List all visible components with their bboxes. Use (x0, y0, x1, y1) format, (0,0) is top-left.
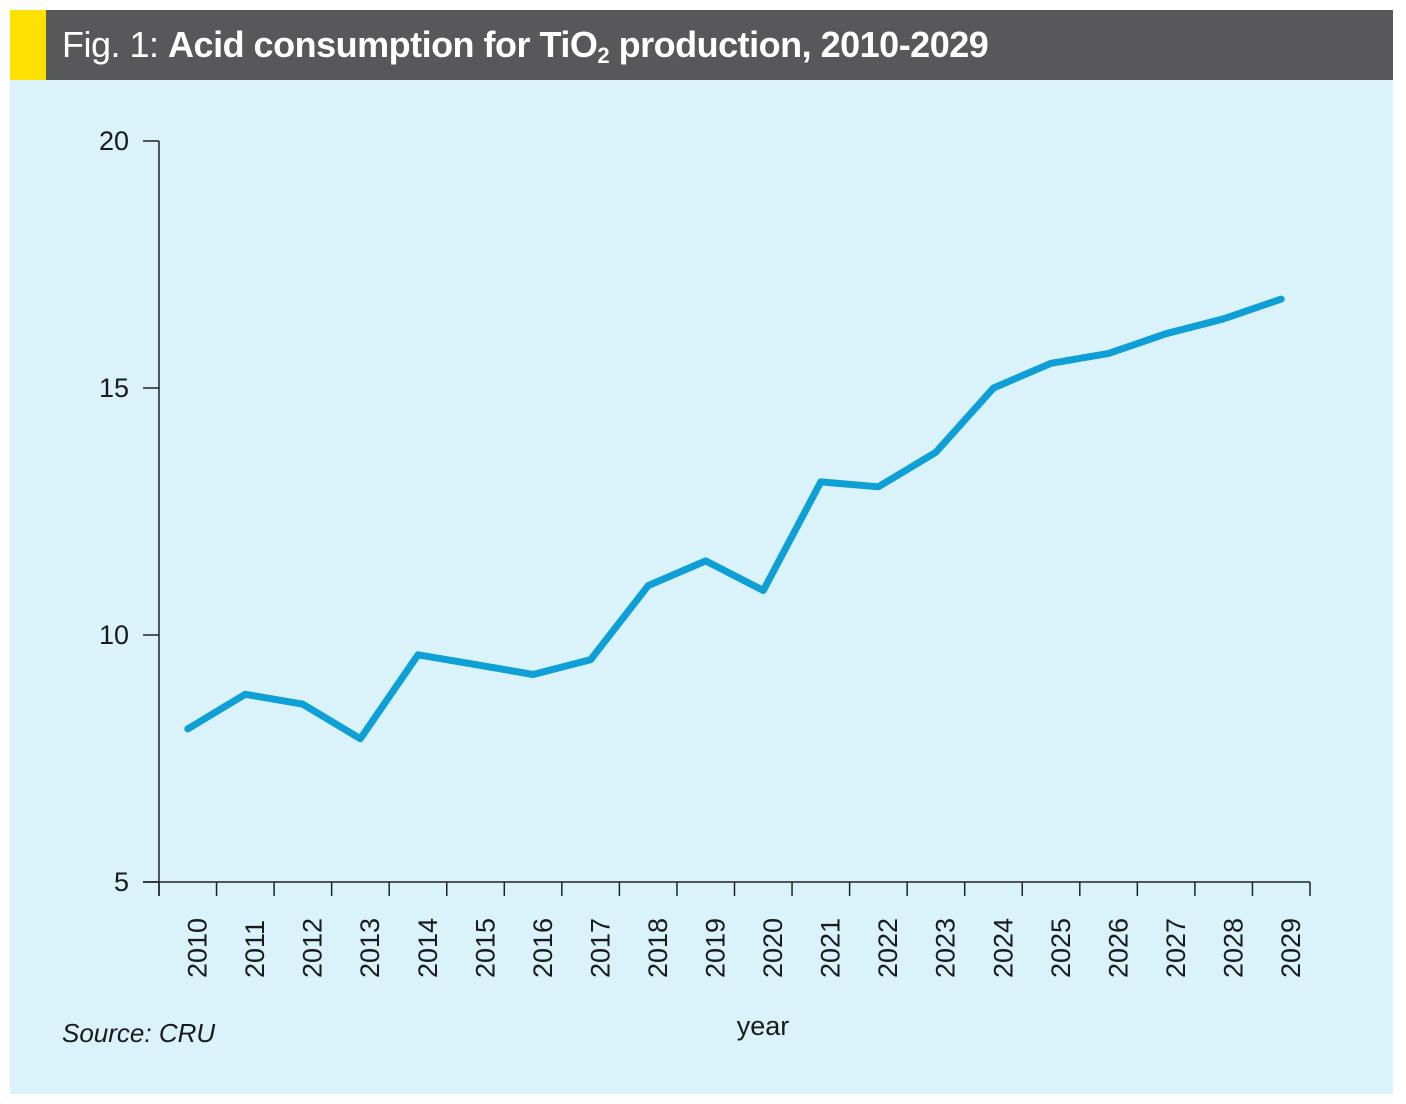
figure-header: Fig. 1: Acid consumption for TiO2 produc… (10, 10, 1393, 80)
x-tick-label-2021: 2021 (816, 918, 846, 978)
x-tick-label-2023: 2023 (931, 918, 961, 978)
x-tick-label-2029: 2029 (1276, 918, 1306, 978)
y-tick-label-15: 15 (99, 373, 129, 403)
x-tick-label-2015: 2015 (470, 918, 500, 978)
title-rest: production, 2010-2029 (609, 24, 989, 65)
x-tick-label-2016: 2016 (528, 918, 558, 978)
x-tick-label-2024: 2024 (988, 918, 1018, 978)
y-tick-label-20: 20 (99, 126, 129, 156)
x-axis-title: year (737, 1011, 790, 1041)
x-tick-label-2022: 2022 (873, 918, 903, 978)
x-tick-label-2018: 2018 (643, 918, 673, 978)
x-tick-label-2013: 2013 (355, 918, 385, 978)
x-tick-label-2028: 2028 (1218, 918, 1248, 978)
y-tick-label-10: 10 (99, 620, 129, 650)
source-note: Source: CRU (62, 1018, 216, 1048)
figure-frame: Fig. 1: Acid consumption for TiO2 produc… (10, 10, 1393, 1094)
x-tick-label-2020: 2020 (758, 918, 788, 978)
x-tick-label-2017: 2017 (585, 918, 615, 978)
figure-number: Fig. 1: (62, 24, 169, 65)
x-tick-label-2012: 2012 (298, 918, 328, 978)
title-subscript: 2 (597, 43, 610, 68)
title-main: Acid consumption for TiO (168, 24, 598, 65)
x-tick-label-2019: 2019 (701, 918, 731, 978)
x-tick-label-2010: 2010 (183, 918, 213, 978)
figure-title: Fig. 1: Acid consumption for TiO2 produc… (62, 10, 989, 80)
x-tick-label-2014: 2014 (413, 918, 443, 978)
x-tick-label-2011: 2011 (240, 920, 270, 978)
y-tick-label-5: 5 (114, 867, 129, 897)
header-accent-bar (10, 10, 46, 80)
x-tick-label-2027: 2027 (1161, 918, 1191, 978)
x-tick-label-2026: 2026 (1103, 918, 1133, 978)
x-tick-label-2025: 2025 (1046, 918, 1076, 978)
series-line (184, 295, 1285, 743)
